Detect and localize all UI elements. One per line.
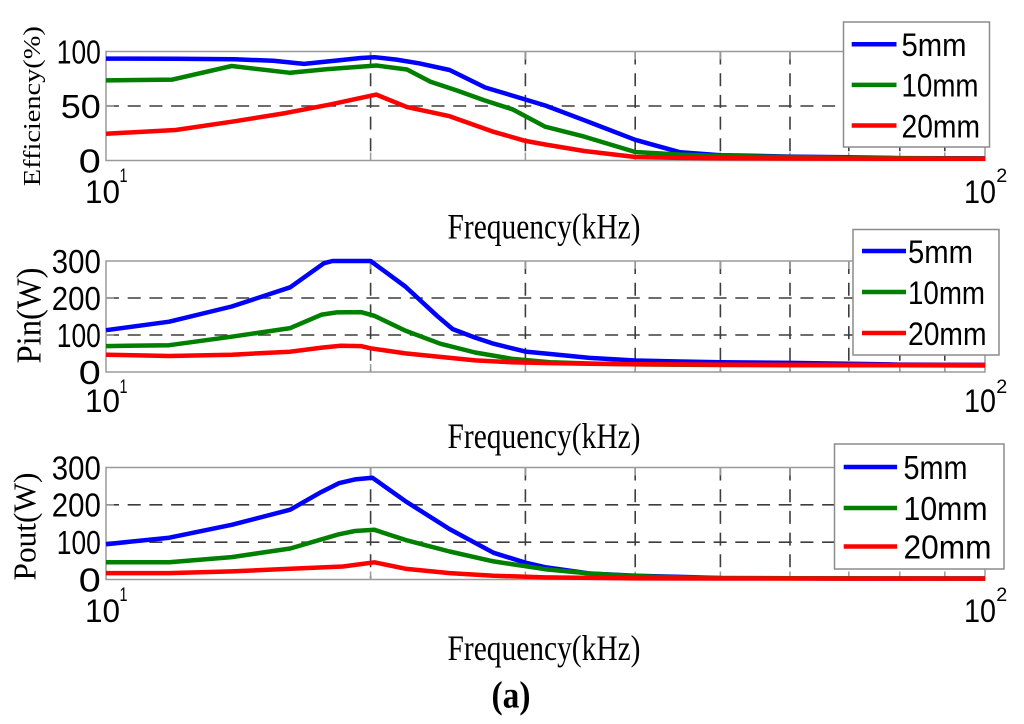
svg-text:10: 10	[85, 593, 120, 629]
svg-text:Frequency(kHz): Frequency(kHz)	[448, 207, 641, 247]
svg-text:10mm: 10mm	[902, 68, 979, 104]
svg-text:10: 10	[964, 593, 996, 629]
svg-text:20mm: 20mm	[904, 528, 992, 565]
svg-text:Frequency(kHz): Frequency(kHz)	[448, 416, 641, 456]
svg-text:20mm: 20mm	[902, 108, 981, 144]
svg-text:0: 0	[79, 354, 101, 391]
svg-text:Pout(W): Pout(W)	[7, 473, 43, 581]
svg-text:(a): (a)	[492, 675, 531, 717]
svg-text:10mm: 10mm	[904, 490, 988, 527]
svg-text:2: 2	[996, 166, 1007, 187]
svg-text:1: 1	[120, 377, 128, 398]
svg-text:1: 1	[120, 585, 128, 606]
svg-text:10: 10	[964, 174, 996, 210]
svg-text:50: 50	[61, 88, 101, 125]
svg-text:0: 0	[79, 561, 101, 598]
svg-text:100: 100	[57, 33, 101, 70]
svg-text:100: 100	[57, 524, 101, 561]
svg-text:2: 2	[996, 585, 1007, 606]
svg-text:Pin(W): Pin(W)	[10, 268, 49, 364]
svg-text:5mm: 5mm	[902, 27, 967, 63]
svg-text:200: 200	[52, 280, 101, 317]
svg-text:300: 300	[52, 449, 101, 486]
svg-text:10: 10	[964, 383, 996, 419]
svg-text:5mm: 5mm	[904, 449, 968, 486]
svg-text:1: 1	[120, 166, 128, 187]
svg-text:2: 2	[996, 377, 1007, 398]
svg-text:10mm: 10mm	[908, 275, 985, 311]
svg-text:Frequency(kHz): Frequency(kHz)	[448, 628, 641, 668]
svg-text:0: 0	[79, 142, 101, 179]
svg-text:20mm: 20mm	[908, 316, 987, 352]
svg-text:300: 300	[52, 243, 101, 280]
svg-text:10: 10	[85, 383, 120, 419]
svg-text:200: 200	[52, 487, 101, 524]
svg-text:100: 100	[57, 317, 101, 354]
svg-text:5mm: 5mm	[908, 234, 973, 270]
svg-text:10: 10	[85, 174, 120, 210]
svg-text:Efficiency(%): Efficiency(%)	[20, 26, 46, 186]
